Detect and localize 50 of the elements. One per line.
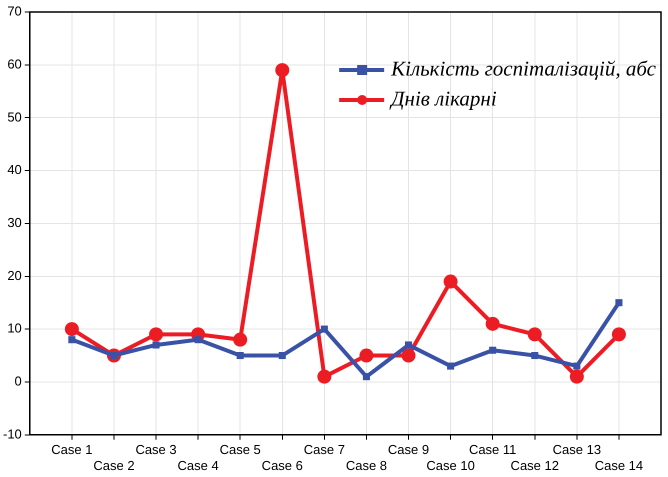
point: [275, 63, 290, 78]
x-tick-label: Case 11: [468, 442, 516, 458]
point: [444, 274, 458, 289]
legend-label: Кількість госпіталізацій, абс: [390, 56, 657, 81]
y-tick-label: 20: [7, 268, 22, 283]
point: [64, 322, 79, 336]
point: [612, 327, 626, 342]
y-tick-label: 30: [7, 214, 22, 230]
point: [320, 326, 328, 333]
x-tick-label: Case 8: [346, 458, 388, 473]
x-tick-label: Case 12: [510, 458, 559, 473]
point: [528, 327, 542, 342]
y-tick-label: 50: [7, 109, 22, 124]
y-tick-label: 70: [7, 4, 22, 19]
x-tick-label: Case 4: [178, 458, 219, 473]
point: [486, 316, 500, 331]
point: [404, 341, 412, 348]
point: [570, 370, 584, 384]
point: [317, 370, 332, 384]
x-tick-label: Case 5: [220, 442, 261, 458]
point: [152, 341, 160, 348]
point: [615, 299, 622, 306]
legend-label: Днів лікарні: [389, 86, 497, 111]
point: [359, 348, 374, 363]
point: [489, 346, 496, 354]
x-tick-label: Case 9: [388, 442, 430, 458]
point: [233, 332, 248, 347]
x-tick-label: Case 10: [426, 458, 475, 473]
y-tick-label: -10: [2, 426, 22, 442]
y-tick-label: 40: [7, 162, 22, 178]
point: [278, 352, 286, 360]
point: [149, 327, 164, 342]
point: [531, 352, 538, 360]
point: [402, 348, 416, 363]
x-tick-label: Case 2: [93, 458, 135, 473]
y-tick-label: 60: [7, 56, 22, 72]
x-tick-label: Case 6: [262, 458, 303, 473]
point: [573, 362, 580, 370]
point: [447, 362, 454, 370]
y-tick-label: 10: [7, 320, 22, 336]
y-tick-label: 0: [14, 374, 22, 389]
point: [194, 336, 202, 344]
x-tick-label: Case 1: [51, 442, 92, 458]
x-tick-label: Case 14: [594, 458, 644, 473]
x-tick-label: Case 13: [552, 442, 602, 458]
x-tick-label: Case 3: [135, 442, 177, 458]
x-tick-label: Case 7: [304, 442, 345, 458]
point: [362, 373, 370, 380]
point: [68, 336, 76, 344]
point: [236, 352, 244, 360]
